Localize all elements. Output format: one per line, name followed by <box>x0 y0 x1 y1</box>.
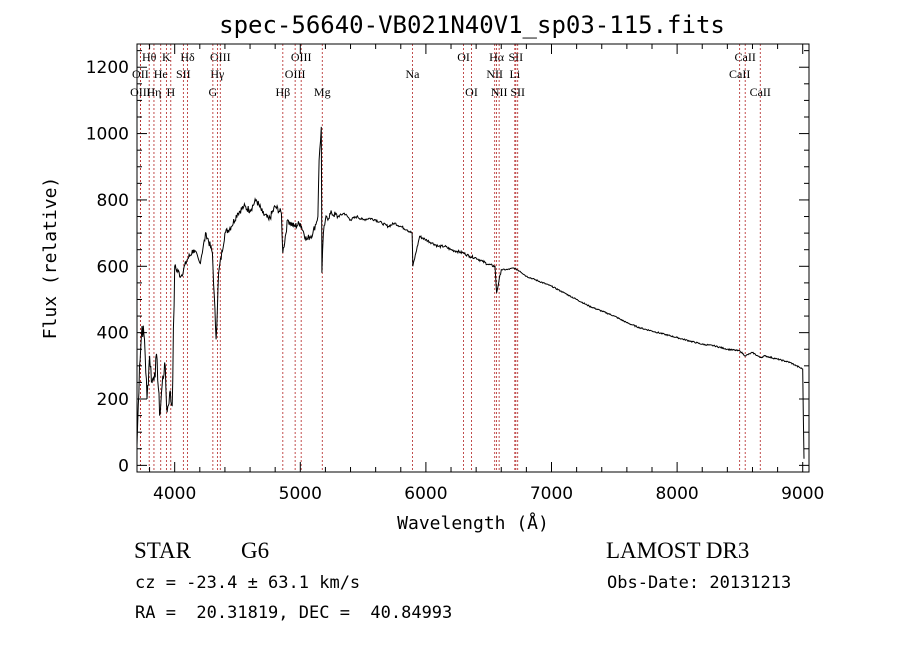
line-marker-label: OIII <box>291 50 312 64</box>
x-tick-label: 8000 <box>655 484 698 504</box>
y-axis-label: Flux (relative) <box>40 177 61 340</box>
line-marker-label: NII <box>486 67 503 81</box>
line-marker-label: Hδ <box>180 50 195 64</box>
line-marker-label: OI <box>457 50 470 64</box>
y-tick-label: 1000 <box>86 125 129 145</box>
plot-frame <box>136 43 810 473</box>
sky-coordinates: RA = 20.31819, DEC = 40.84993 <box>135 603 453 623</box>
x-tick-label: 4000 <box>153 484 196 504</box>
y-tick-label: 200 <box>97 390 129 410</box>
x-tick-label: 9000 <box>781 484 824 504</box>
line-marker-label: CaII <box>729 67 750 81</box>
x-axis-label: Wavelength (Å) <box>397 512 549 534</box>
line-marker-label: G <box>209 85 218 99</box>
line-marker-label: Hβ <box>275 85 290 99</box>
line-marker-label: SII <box>510 85 525 99</box>
x-tick-label: 6000 <box>404 484 447 504</box>
line-marker-label: Mg <box>314 85 331 99</box>
line-marker-label: OIII <box>210 50 231 64</box>
line-marker-label: Hγ <box>210 67 225 81</box>
line-marker-label: Hη <box>146 85 161 99</box>
y-tick-label: 400 <box>97 324 129 344</box>
line-marker-label: OIII <box>285 67 306 81</box>
line-marker-label: SII <box>508 50 523 64</box>
line-marker-label: SII <box>176 67 191 81</box>
spectrum-line <box>136 126 805 459</box>
line-marker-label: NII <box>491 85 508 99</box>
line-marker-label: CaII <box>750 85 771 99</box>
y-tick-label: 600 <box>97 257 129 277</box>
line-marker-label: He <box>154 67 168 81</box>
line-marker-label: Hθ <box>142 50 157 64</box>
x-tick-label: 7000 <box>530 484 573 504</box>
axes: 4000 5000 6000 7000 8000 9000 0 200 400 600 800 100… <box>86 44 824 504</box>
line-marker-label: K <box>162 50 171 64</box>
object-subclass: G6 <box>241 538 270 563</box>
line-marker-label: OI <box>465 85 478 99</box>
line-marker-label: H <box>166 85 175 99</box>
redshift-velocity: cz = -23.4 ± 63.1 km/s <box>135 573 361 593</box>
survey-name: LAMOST DR3 <box>606 538 750 563</box>
object-class: STAR <box>134 538 191 563</box>
line-marker-label: CaII <box>735 50 756 64</box>
line-marker-label: Hα <box>489 50 505 64</box>
line-marker-label: Li <box>509 67 520 81</box>
line-marker-label: Na <box>405 67 420 81</box>
chart-title: spec-56640-VB021N40V1_sp03-115.fits <box>219 11 725 39</box>
line-marker-label: OIII <box>130 85 151 99</box>
y-tick-label: 0 <box>118 456 129 476</box>
spectrum-series <box>136 126 805 459</box>
y-tick-label: 1200 <box>86 58 129 78</box>
x-tick-label: 5000 <box>279 484 322 504</box>
y-tick-label: 800 <box>97 191 129 211</box>
observation-date: Obs-Date: 20131213 <box>607 573 792 593</box>
